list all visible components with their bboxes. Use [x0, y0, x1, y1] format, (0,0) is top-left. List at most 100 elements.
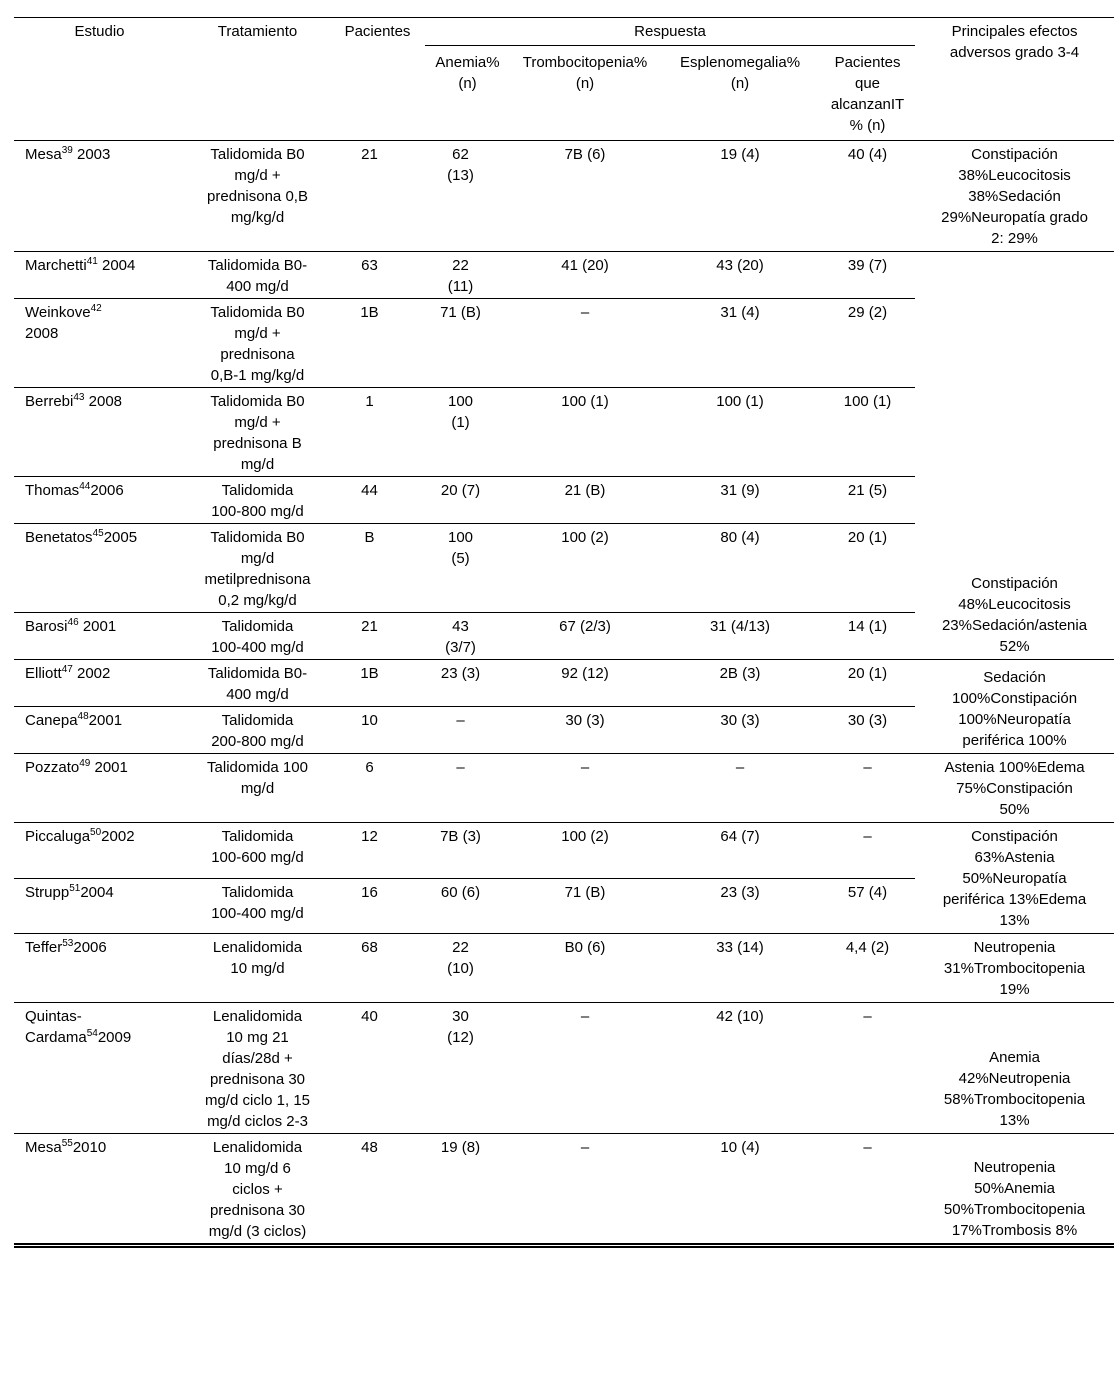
results-table: Estudio Tratamiento Pacientes Respuesta …	[14, 17, 1114, 1248]
study-cell: Canepa482001	[14, 706, 185, 754]
study-cell: Pozzato49 2001	[14, 753, 185, 823]
study-cell: Marchetti41 2004	[14, 251, 185, 299]
patients-cell: 40	[330, 1002, 425, 1134]
thrombocytopenia-cell: 21 (B)	[510, 476, 660, 524]
study-year: 2008	[84, 393, 123, 410]
treatment-cell: Talidomida B0- 400 mg/d	[185, 659, 330, 707]
treatment-cell: Talidomida B0 mg/d + prednisona 0,B-1 mg…	[185, 298, 330, 388]
thrombocytopenia-cell: B0 (6)	[510, 933, 660, 1003]
study-ref: 49	[79, 758, 91, 769]
study-cell: Strupp512004	[14, 878, 185, 934]
study-cell: Thomas442006	[14, 476, 185, 524]
splenomegaly-cell: 19 (4)	[660, 140, 820, 252]
treatment-cell: Talidomida 200-800 mg/d	[185, 706, 330, 754]
thrombocytopenia-cell: 92 (12)	[510, 659, 660, 707]
splenomegaly-cell: 100 (1)	[660, 387, 820, 477]
anemia-cell: 23 (3)	[425, 659, 510, 707]
study-ref: 39	[61, 145, 73, 156]
patients-cell: 6	[330, 753, 425, 823]
thrombocytopenia-cell: 71 (B)	[510, 878, 660, 934]
study-year: 2006	[73, 939, 107, 956]
study-cell: Quintas- Cardama542009	[14, 1002, 185, 1134]
header-cell: Pacientes que alcanzanIT % (n)	[830, 54, 905, 134]
study-name: Thomas	[25, 482, 80, 499]
study-ref: 42	[90, 303, 102, 314]
effects-cell: Neutropenia 31%Trombocitopenia 19%	[915, 933, 1114, 1003]
header-cell: Tratamiento	[217, 23, 298, 40]
ti-cell: 39 (7)	[820, 251, 916, 299]
anemia-cell: –	[425, 753, 510, 823]
study-cell: Elliott47 2002	[14, 659, 185, 707]
study-ref: 54	[86, 1028, 98, 1039]
study-name: Mesa	[25, 1139, 62, 1156]
splenomegaly-cell: 31 (9)	[660, 476, 820, 524]
study-year: 2001	[78, 618, 117, 635]
header-cell: Pacientes	[344, 23, 411, 40]
patients-cell: 48	[361, 1139, 378, 1156]
splenomegaly-cell: 23 (3)	[660, 878, 820, 934]
splenomegaly-cell: 31 (4/13)	[660, 612, 820, 660]
anemia-cell: 71 (B)	[425, 298, 510, 388]
study-name: Strupp	[25, 883, 70, 901]
study-year: 2008	[25, 325, 59, 342]
thrombocytopenia-cell: –	[510, 1002, 660, 1134]
treatment-cell: Talidomida 100-400 mg/d	[185, 612, 330, 660]
study-ref: 48	[77, 711, 89, 722]
patients-cell: 21	[330, 140, 425, 252]
treatment-cell: Talidomida B0 mg/d + prednisona 0,B mg/k…	[185, 140, 330, 252]
study-name: Mesa	[25, 146, 62, 163]
study-year: 2001	[90, 759, 128, 776]
treatment-cell: Talidomida B0 mg/d metilprednisona 0,2 m…	[185, 523, 330, 613]
study-cell: Mesa552010	[14, 1134, 185, 1246]
study-cell: Weinkove42 2008	[14, 298, 185, 388]
study-cell: Piccaluga502002	[14, 822, 185, 879]
anemia-cell: 100 (1)	[425, 387, 510, 477]
anemia-cell: 43 (3/7)	[425, 612, 510, 660]
treatment-cell: Lenalidomida 10 mg/d 6 ciclos + predniso…	[208, 1139, 307, 1240]
treatment-cell: Talidomida 100-400 mg/d	[185, 878, 330, 934]
study-name: Piccaluga	[25, 828, 91, 845]
ti-cell: 30 (3)	[820, 706, 916, 754]
anemia-cell: 20 (7)	[425, 476, 510, 524]
study-name: Teffer	[25, 939, 63, 956]
ti-cell: –	[863, 1139, 872, 1156]
study-name: Barosi	[25, 618, 68, 635]
study-name: Elliott	[25, 665, 62, 682]
anemia-cell: 19 (8)	[440, 1139, 481, 1156]
treatment-cell: Talidomida 100 mg/d	[185, 753, 330, 823]
table-row: Pozzato49 2001 Talidomida 100 mg/d 6– – – – As…	[14, 753, 1114, 823]
table-row: Benetatos452005 Talidomida B0 mg/d metilp…	[14, 523, 1114, 613]
study-year: 2001	[88, 712, 123, 729]
study-ref: 46	[67, 617, 79, 628]
table-row: Thomas442006 Talidomida 100-800 mg/d 44 20 …	[14, 476, 1114, 524]
table-row: Teffer532006 Lenalidomida 10 mg/d 68 22 (10…	[14, 933, 1114, 1003]
study-name: Canepa	[25, 712, 78, 729]
study-ref: 43	[73, 392, 85, 403]
table-row: Weinkove42 2008 Talidomida B0 mg/d + pred…	[14, 298, 1114, 388]
patients-cell: 21	[330, 612, 425, 660]
header-cell: Anemia% (n)	[435, 54, 500, 92]
effects-cell: Constipación 38%Leucocitosis 38%Sedación…	[915, 140, 1114, 252]
thrombocytopenia-cell: –	[510, 753, 660, 823]
splenomegaly-cell: 10 (4)	[720, 1139, 760, 1156]
table-row: Barosi46 2001 Talidomida 100-400 mg/d 21 43…	[14, 612, 1114, 660]
study-ref: 47	[61, 664, 73, 675]
anemia-cell: 100 (5)	[425, 523, 510, 613]
effects-cell: Constipación 63%Astenia 50%Neuropatía pe…	[915, 822, 1114, 934]
study-year: 2004	[80, 883, 114, 901]
study-year: 2002	[72, 665, 111, 682]
patients-cell: 10	[330, 706, 425, 754]
table-row: Mesa39 2003 Talidomida B0 mg/d + predniso…	[14, 140, 1114, 252]
header-cell: Principales efectos adversos grado 3-4	[949, 23, 1080, 61]
effects-cell: Astenia 100%Edema 75%Constipación 50%	[915, 753, 1114, 823]
ti-cell: 14 (1)	[820, 612, 916, 660]
treatment-cell: Talidomida B0 mg/d + prednisona B mg/d	[185, 387, 330, 477]
treatment-cell: Lenalidomida 10 mg/d	[185, 933, 330, 1003]
splenomegaly-cell: 42 (10)	[660, 1002, 820, 1134]
thrombocytopenia-cell: –	[510, 298, 660, 388]
study-ref: 41	[86, 256, 98, 267]
study-year: 2006	[90, 482, 124, 499]
table-row: Canepa482001 Talidomida 200-800 mg/d 10–30…	[14, 706, 1114, 754]
study-ref: 44	[79, 481, 91, 492]
